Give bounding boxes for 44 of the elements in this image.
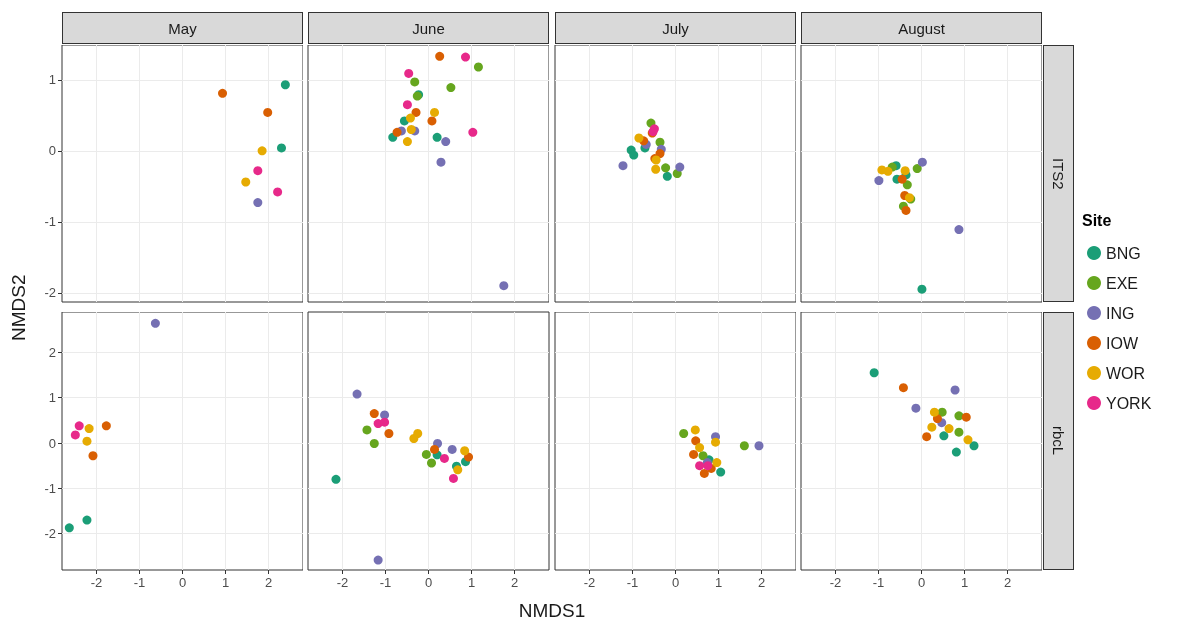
legend-label: YORK: [1106, 394, 1152, 412]
x-tick-label: 0: [178, 575, 187, 590]
legend-label: EXE: [1106, 274, 1139, 292]
y-tick-label: 1: [48, 72, 56, 88]
text: ITS2: [1043, 45, 1074, 302]
x-tick-label: 1: [467, 575, 476, 590]
chart-title: July: [555, 12, 796, 44]
legend-label: WOR: [1106, 364, 1146, 382]
legend-label: ING: [1106, 304, 1135, 322]
legend-label: IOW: [1106, 334, 1139, 352]
x-tick-label: 2: [510, 575, 519, 590]
text: rbcL: [1043, 312, 1074, 570]
x-tick-label: -1: [626, 575, 639, 590]
x-tick-label: 0: [424, 575, 433, 590]
x-tick-label: -2: [336, 575, 349, 590]
y-tick-label: 0: [48, 435, 56, 451]
x-tick-label: -1: [379, 575, 392, 590]
y-tick-label: -1: [44, 480, 56, 496]
y-tick-label: 2: [48, 344, 56, 360]
y-tick-label: -2: [44, 285, 56, 301]
x-tick-label: 2: [264, 575, 273, 590]
chart-title: August: [801, 12, 1042, 44]
x-tick-label: -2: [829, 575, 842, 590]
y-tick-label: -2: [44, 526, 56, 542]
x-tick-label: -2: [90, 575, 103, 590]
x-tick-label: 1: [714, 575, 723, 590]
x-tick-label: -1: [872, 575, 885, 590]
x-tick-label: 2: [1003, 575, 1012, 590]
y-tick-label: 0: [48, 143, 56, 159]
legend-title: Site: [1082, 211, 1112, 229]
legend-label: BNG: [1106, 244, 1141, 262]
x-tick-label: 0: [917, 575, 926, 590]
chart-title: June: [308, 12, 549, 44]
x-tick-label: 2: [757, 575, 766, 590]
x-tick-label: 1: [960, 575, 969, 590]
y-tick-label: -1: [44, 214, 56, 230]
x-tick-label: -2: [583, 575, 596, 590]
x-tick-label: 1: [221, 575, 230, 590]
x-tick-label: -1: [133, 575, 146, 590]
chart-title: May: [62, 12, 303, 44]
x-tick-label: 0: [671, 575, 680, 590]
y-tick-label: 1: [48, 390, 56, 406]
y-axis-title: NMDS2: [8, 273, 30, 343]
x-axis-title: NMDS1: [517, 600, 587, 622]
